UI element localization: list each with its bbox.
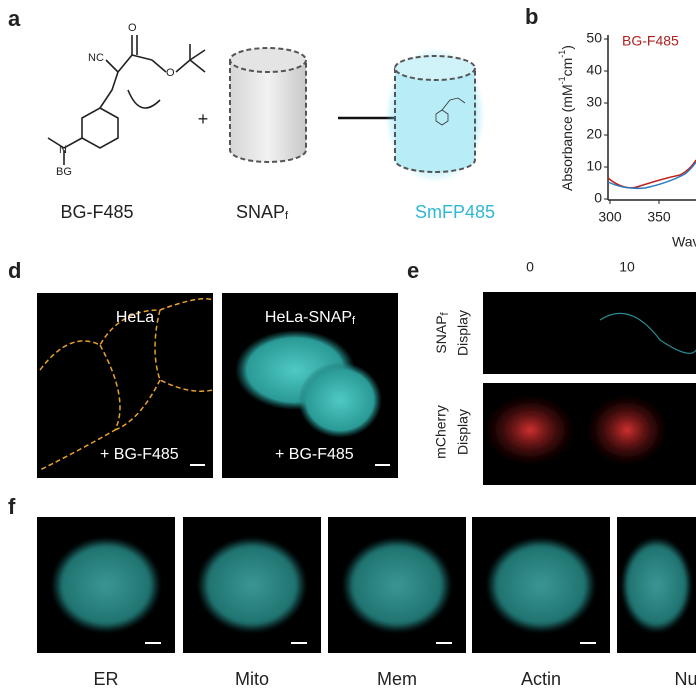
atom: BG <box>56 166 72 178</box>
plus: + <box>198 109 209 129</box>
cell <box>599 312 696 354</box>
axes <box>607 35 696 201</box>
x-axis-label: Wav <box>672 234 696 250</box>
row-label: mCherry <box>433 405 449 459</box>
row-label: Display <box>455 310 471 356</box>
cell <box>197 537 307 633</box>
outline <box>39 298 214 471</box>
cell <box>486 537 596 633</box>
image-label: Mito <box>235 669 269 689</box>
y-axis-label: Absorbance (mM-1cm-1) <box>557 45 574 191</box>
micrograph <box>37 293 213 478</box>
cell <box>51 537 161 633</box>
x-tick-label: 300 <box>598 209 622 225</box>
molecule <box>47 35 206 165</box>
image-caption: + BG-F485 <box>275 446 354 463</box>
image-label: Nu <box>674 669 696 689</box>
micrograph <box>483 292 696 374</box>
cell <box>587 395 667 465</box>
image-title: HeLa <box>116 309 154 326</box>
image-row: ER Mito Mem Actin Nu <box>37 517 696 689</box>
product-label: SmFP485 <box>415 202 495 222</box>
product-cylinder <box>385 48 485 183</box>
y-tick-label: 40 <box>586 62 602 78</box>
cell <box>298 362 382 438</box>
row-label: Display <box>455 409 471 455</box>
atom: O <box>166 67 175 79</box>
protein-cylinder <box>229 47 307 163</box>
panel-label: b <box>525 4 538 29</box>
y-tick-label: 20 <box>586 126 602 142</box>
cell <box>342 537 452 633</box>
column-label: 0 <box>526 259 534 275</box>
panel-label: e <box>407 258 419 283</box>
legend: BG-F485 <box>622 33 679 49</box>
y-tick-label: 0 <box>594 190 602 206</box>
image-caption: + BG-F485 <box>100 446 179 463</box>
cell <box>620 537 693 633</box>
curve <box>607 161 696 190</box>
curve <box>607 159 696 189</box>
column-label: 10 <box>619 259 635 275</box>
y-tick-label: 50 <box>586 30 602 46</box>
cell <box>485 395 575 465</box>
atom: NC <box>88 52 104 64</box>
protein-label: SNAPf <box>236 202 289 222</box>
row-label: SNAPf <box>433 311 451 353</box>
image-label: Actin <box>521 669 561 689</box>
reactant-label: BG-F485 <box>60 202 133 222</box>
image-label: Mem <box>377 669 417 689</box>
image-title: HeLa-SNAPf <box>265 309 356 327</box>
y-tick-label: 30 <box>586 94 602 110</box>
atom: O <box>128 22 137 34</box>
panel-label: f <box>8 494 16 519</box>
atom: N <box>59 144 67 156</box>
image-label: ER <box>93 669 118 689</box>
x-tick-label: 350 <box>647 209 671 225</box>
panel-label: a <box>8 6 21 31</box>
panel-label: d <box>8 258 21 283</box>
y-tick-label: 10 <box>586 158 602 174</box>
